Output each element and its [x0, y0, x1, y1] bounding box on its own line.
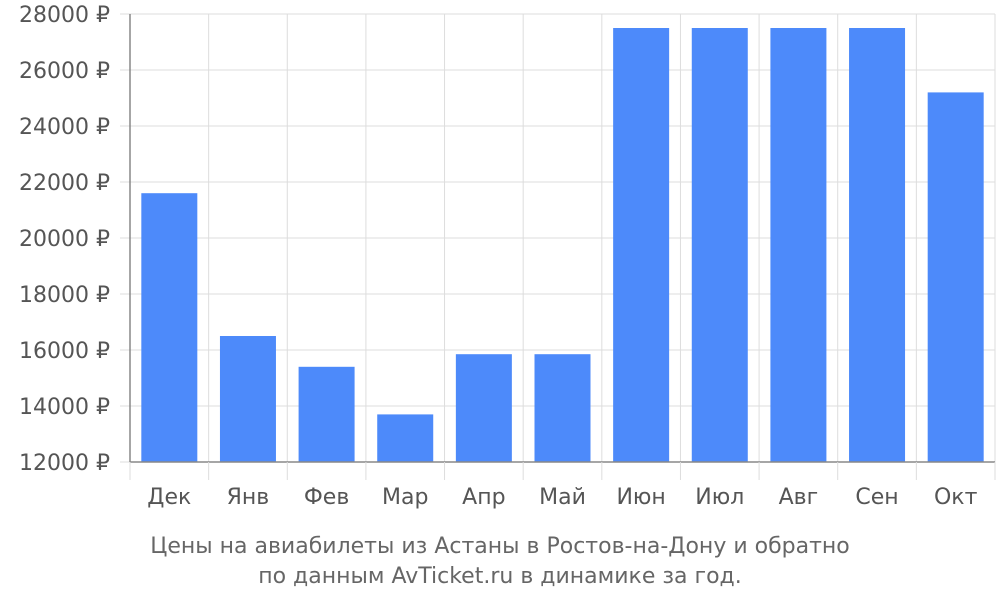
y-tick-label: 20000 ₽ — [19, 227, 110, 252]
y-tick-label: 26000 ₽ — [19, 59, 110, 84]
bar-6 — [534, 354, 591, 462]
x-tick-label: Авг — [779, 485, 819, 510]
x-tick-label: Янв — [227, 485, 270, 510]
bar-5 — [455, 354, 512, 462]
x-tick-label: Окт — [934, 485, 978, 510]
bar-9 — [770, 28, 827, 462]
bar-3 — [298, 366, 355, 462]
bar-10 — [849, 28, 906, 462]
bars — [141, 28, 984, 463]
bar-1 — [141, 193, 198, 462]
chart-caption-line-1: Цены на авиабилеты из Астаны в Ростов-на… — [150, 534, 850, 559]
grid-lines — [120, 13, 996, 463]
y-tick-label: 18000 ₽ — [19, 283, 110, 308]
y-tick-labels: 12000 ₽ 14000 ₽ 16000 ₽ 18000 ₽ 20000 ₽ 22000… — [19, 3, 110, 476]
y-tick-label: 28000 ₽ — [19, 3, 110, 28]
x-tick-label: Фев — [304, 485, 349, 510]
y-tick-label: 24000 ₽ — [19, 115, 110, 140]
x-tick-label: Апр — [462, 485, 505, 510]
x-tick-label: Июл — [695, 485, 744, 510]
y-tick-label: 16000 ₽ — [19, 339, 110, 364]
bar-4 — [377, 414, 434, 462]
y-tick-label: 22000 ₽ — [19, 171, 110, 196]
y-tick-label: 12000 ₽ — [19, 451, 110, 476]
x-tick-label: Мар — [382, 485, 428, 510]
chart-caption-line-2: по данным AvTicket.ru в динамике за год. — [258, 564, 742, 589]
bar-2 — [219, 336, 276, 462]
axes — [129, 14, 996, 480]
bar-11 — [927, 92, 984, 463]
x-tick-label: Дек — [147, 485, 191, 510]
x-tick-label: Июн — [616, 485, 665, 510]
x-tick-labels: Дек Янв Фев Мар Апр Май Июн Июл Авг Сен Окт — [147, 485, 977, 510]
x-tick-label: Сен — [855, 485, 898, 510]
x-tick-label: Май — [539, 485, 586, 510]
y-tick-label: 14000 ₽ — [19, 395, 110, 420]
bar-7 — [613, 28, 670, 462]
bar-8 — [691, 28, 748, 462]
